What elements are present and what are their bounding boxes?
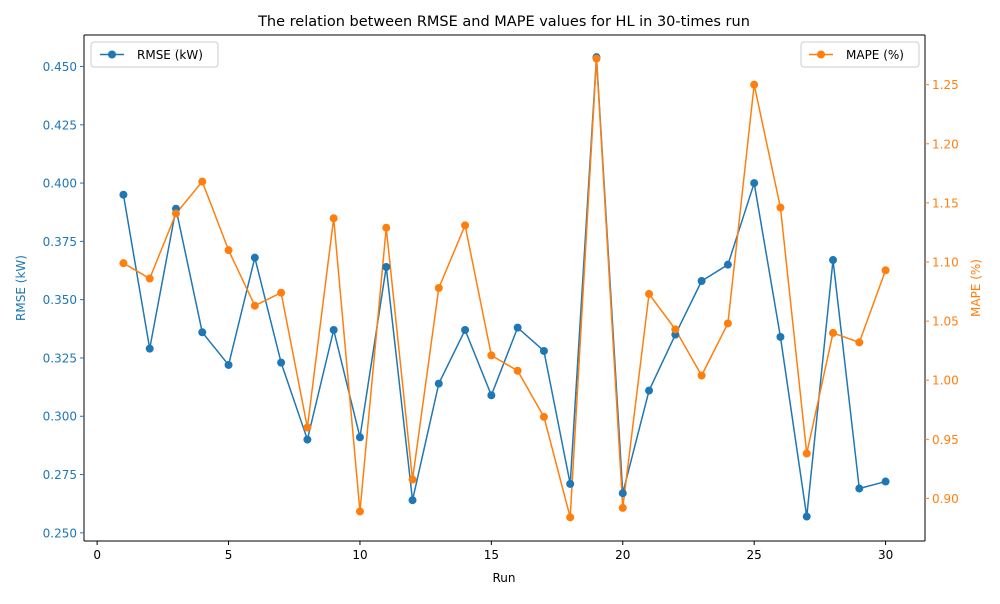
mape-data-point: [881, 266, 890, 275]
mape-data-point: [461, 221, 470, 230]
mape-data-point: [776, 203, 785, 212]
right-y-tick-label: 1.20: [932, 137, 959, 151]
mape-data-point: [750, 80, 759, 89]
mape-data-point: [802, 449, 811, 458]
left-y-tick-label: 0.375: [43, 235, 77, 249]
legend-rmse-frame: [90, 41, 219, 68]
x-tick-label: 15: [484, 548, 499, 562]
rmse-data-point: [119, 190, 128, 199]
rmse-data-point: [487, 391, 496, 400]
left-y-tick-label: 0.425: [43, 118, 77, 132]
x-tick-label: 30: [878, 548, 893, 562]
left-y-tick-label: 0.400: [43, 177, 77, 191]
rmse-data-point: [855, 484, 864, 493]
mape-data-point: [277, 288, 286, 297]
mape-data-point: [618, 503, 627, 512]
right-y-tick-label: 1.00: [932, 374, 959, 388]
legend-mape-label: MAPE (%): [846, 48, 904, 62]
x-tick-label: 10: [352, 548, 367, 562]
legend-mape-frame: [800, 41, 920, 68]
left-y-tick-label: 0.450: [43, 60, 77, 74]
legend-mape-marker: [817, 50, 825, 59]
mape-data-point: [829, 328, 838, 337]
rmse-data-point: [461, 325, 470, 334]
right-y-axis-label: MAPE (%): [969, 259, 983, 317]
mape-data-point: [539, 412, 548, 421]
rmse-data-point: [513, 323, 522, 332]
rmse-data-point: [224, 360, 233, 369]
left-y-tick-label: 0.250: [43, 526, 77, 540]
rmse-series-line: [122, 56, 886, 518]
rmse-data-point: [645, 386, 654, 395]
mape-data-point: [224, 246, 233, 255]
mape-data-point: [329, 214, 338, 223]
rmse-data-point: [802, 512, 811, 521]
rmse-data-point: [566, 479, 575, 488]
rmse-data-point: [382, 263, 391, 272]
mape-data-point: [513, 366, 522, 375]
mape-data-point: [697, 371, 706, 380]
rmse-data-point: [145, 344, 154, 353]
right-y-tick-label: 0.90: [932, 492, 959, 506]
legend-rmse: RMSE (kW): [90, 41, 219, 68]
rmse-data-point: [723, 260, 732, 269]
chart-title: The relation between RMSE and MAPE value…: [257, 14, 750, 30]
x-axis-label: Run: [492, 571, 515, 585]
right-y-tick-label: 1.10: [932, 255, 959, 269]
mape-data-point: [671, 325, 680, 334]
mape-data-point: [855, 338, 864, 347]
x-tick-label: 5: [225, 548, 233, 562]
mape-series-line: [123, 57, 887, 519]
rmse-data-point: [434, 379, 443, 388]
mape-data-point: [303, 423, 312, 432]
mape-data-point: [723, 319, 732, 328]
rmse-data-point: [277, 358, 286, 367]
plot-area: 0 5 10 15 20 25 30 0.250 0.275 0.300 0.325 0.350 0.3…: [43, 34, 959, 562]
left-y-tick-label: 0.275: [43, 468, 77, 482]
left-y-tick-label: 0.300: [43, 410, 77, 424]
rmse-data-point: [829, 256, 838, 265]
mape-data-point: [382, 223, 391, 232]
rmse-data-point: [618, 489, 627, 498]
x-tick-label: 20: [615, 548, 630, 562]
rmse-data-point: [408, 496, 417, 505]
legend-mape: MAPE (%): [800, 41, 920, 68]
rmse-data-point: [303, 435, 312, 444]
legend-rmse-marker: [108, 50, 116, 59]
mape-data-point: [355, 507, 364, 516]
right-y-tick-label: 0.95: [932, 433, 959, 447]
left-y-axis-label: RMSE (kW): [14, 255, 28, 321]
mape-data-point: [566, 513, 575, 522]
rmse-data-point: [250, 253, 259, 262]
mape-data-point: [592, 54, 601, 63]
rmse-data-point: [750, 179, 759, 188]
mape-data-point: [408, 475, 417, 484]
right-y-tick-label: 1.15: [932, 196, 959, 210]
mape-data-point: [119, 259, 128, 268]
mape-data-point: [145, 274, 154, 283]
left-y-tick-label: 0.350: [43, 293, 77, 307]
right-y-tick-label: 1.05: [932, 315, 959, 329]
rmse-data-point: [198, 328, 207, 337]
rmse-data-point: [776, 332, 785, 341]
rmse-data-point: [881, 477, 890, 486]
mape-data-point: [171, 209, 180, 218]
rmse-data-point: [355, 433, 364, 442]
mape-data-point: [645, 289, 654, 298]
left-y-tick-label: 0.325: [43, 351, 77, 365]
mape-data-point: [434, 284, 443, 292]
rmse-data-point: [329, 325, 338, 334]
rmse-data-point: [697, 277, 706, 286]
rmse-data-point: [539, 346, 548, 355]
x-tick-label: 0: [93, 548, 101, 562]
mape-data-point: [487, 351, 496, 360]
mape-data-point: [198, 177, 207, 186]
x-tick-label: 25: [747, 548, 762, 562]
mape-data-point: [250, 301, 259, 310]
legend-rmse-label: RMSE (kW): [137, 48, 203, 62]
right-y-tick-label: 1.25: [932, 78, 959, 92]
